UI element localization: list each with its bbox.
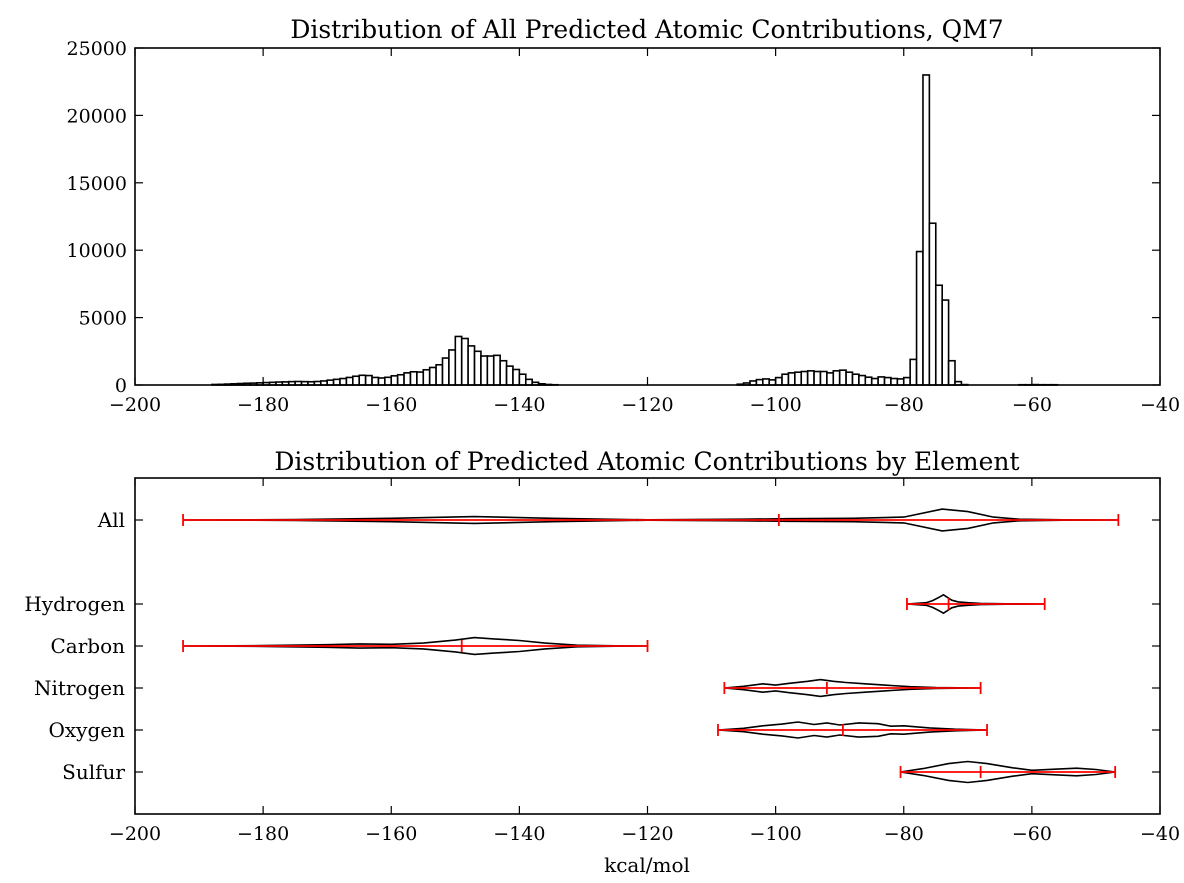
histogram-bar [353,376,359,385]
histogram-y-tick-label: 10000 [67,240,127,262]
histogram-x-tick-label: −60 [1012,394,1052,416]
histogram-x-tick-label: −200 [109,394,161,416]
histogram-bar [795,372,801,385]
histogram-bar [929,223,935,385]
histogram-bar [756,380,762,385]
violin-x-tick-label: −100 [750,823,802,845]
violin-x-tick-label: −60 [1012,823,1052,845]
histogram-bar [897,379,903,385]
histogram-bar [346,377,352,385]
histogram-bar [340,379,346,385]
histogram-bar [372,377,378,385]
violin-plot: All Hydrogen Carbon Nitrogen Oxygen Sulfur −20… [24,478,1180,845]
violin-x-tick-label: −40 [1140,823,1180,845]
histogram-bar [949,361,955,385]
violin-x-axis-label: kcal/mol [604,853,690,877]
histogram-bar [443,358,449,385]
histogram-bar [885,378,891,385]
histogram-bar [481,356,487,385]
violin-x-tick-label: −200 [109,823,161,845]
histogram-x-tick-label: −140 [493,394,545,416]
histogram-bar [827,373,833,385]
histogram-bar [513,369,519,385]
histogram-bar [507,366,513,385]
histogram-y-tick-label: 15000 [67,173,127,195]
histogram-bar [398,375,404,385]
histogram-bar [840,370,846,385]
histogram-bar [872,379,878,385]
histogram-x-tick-label: −180 [237,394,289,416]
histogram-bar [500,361,506,385]
histogram-bar [494,355,500,385]
histogram-bar [526,379,532,385]
histogram-bar [801,372,807,385]
histogram-bar [519,374,525,385]
histogram-bar [455,336,461,385]
histogram-y-tick-label: 0 [115,375,127,397]
histogram-bar [878,377,884,385]
histogram-bar [904,378,910,385]
histogram-bar [776,378,782,385]
histogram-bar [859,376,865,385]
histogram-title: Distribution of All Predicted Atomic Con… [290,15,1003,44]
violin-category-label: Carbon [50,634,125,658]
histogram-bar [782,374,788,385]
histogram-bar [378,378,384,385]
histogram-bar [814,372,820,385]
histogram-bar [942,300,948,385]
histogram-x-tick-label: −120 [621,394,673,416]
histogram-bar [404,373,410,385]
histogram-bar [808,371,814,385]
histogram-bar [865,377,871,385]
histogram-bar [487,356,493,385]
histogram-bar [936,285,942,385]
histogram-bar [820,372,826,385]
histogram-bar [449,350,455,385]
histogram-bar [334,379,340,385]
violin-category-label: Nitrogen [34,676,125,700]
histogram-bar [891,379,897,385]
histogram-bar [923,75,929,385]
histogram-bar [468,346,474,385]
histogram-bar [917,252,923,385]
histogram-y-tick-label: 25000 [67,38,127,60]
histogram-bar [423,370,429,385]
histogram-x-tick-label: −80 [884,394,924,416]
histogram-bar [359,375,365,385]
histogram-y-tick-label: 20000 [67,105,127,127]
histogram-bar [366,376,372,385]
violin-category-label: Oxygen [49,718,126,742]
violin-x-tick-label: −180 [237,823,289,845]
histogram-axes-frame [135,48,1160,385]
histogram-bar [763,379,769,385]
violin-x-tick-label: −80 [884,823,924,845]
histogram-bar [417,372,423,385]
histogram-bar [475,351,481,385]
histogram-x-tick-label: −160 [365,394,417,416]
histogram-y-tick-label: 5000 [79,308,127,330]
histogram-x-tick-label: −100 [750,394,802,416]
histogram-bar [462,338,468,385]
histogram-bar [910,359,916,385]
histogram-bar [833,371,839,385]
histogram-plot: −200 −180 −160 −140 −120 −100 −80 −60 −40 0 5000 10… [67,38,1181,416]
histogram-bar [436,365,442,385]
violin-category-label: Hydrogen [24,592,125,616]
histogram-x-tick-label: −40 [1140,394,1180,416]
violin-title: Distribution of Predicted Atomic Contrib… [274,447,1019,476]
violin-x-tick-label: −140 [493,823,545,845]
violin-x-tick-label: −160 [365,823,417,845]
violin-category-label: All [97,508,125,532]
histogram-bar [410,372,416,385]
histogram-bar [430,367,436,385]
histogram-bar [788,373,794,385]
histogram-bar [853,374,859,385]
histogram-bar [385,377,391,385]
violin-x-tick-label: −120 [621,823,673,845]
histogram-bar [846,372,852,385]
histogram-bar [391,376,397,385]
violin-category-label: Sulfur [62,760,125,784]
